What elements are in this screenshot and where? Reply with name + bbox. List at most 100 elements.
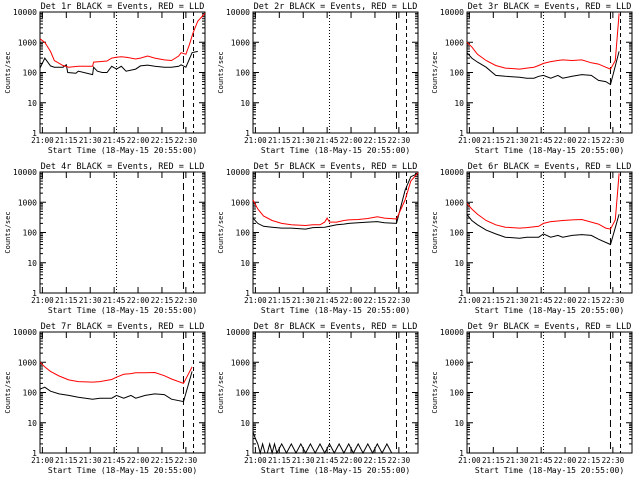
y-axis-label: Counts/sec bbox=[217, 211, 225, 253]
x-axis-label: Start Time (18-May-15 20:55:00) bbox=[475, 306, 624, 315]
y-axis-label: Counts/sec bbox=[217, 51, 225, 93]
y-tick-label: 10 bbox=[27, 99, 37, 108]
lld-series-line bbox=[252, 172, 419, 227]
x-tick-label: 22:30 bbox=[388, 456, 411, 465]
x-tick-label: 21:45 bbox=[530, 136, 553, 145]
panel-title: Det 8r BLACK = Events, RED = LLD bbox=[254, 322, 418, 332]
detector-panel: Det 7r BLACK = Events, RED = LLD 1 10 100 10… bbox=[4, 322, 206, 475]
x-tick-label: 21:30 bbox=[292, 136, 315, 145]
x-tick-label: 21:30 bbox=[506, 456, 529, 465]
x-tick-label: 21:00 bbox=[458, 296, 481, 305]
panel-title: Det 7r BLACK = Events, RED = LLD bbox=[41, 322, 205, 332]
y-tick-label: 100 bbox=[450, 389, 465, 398]
x-axis-label: Start Time (18-May-15 20:55:00) bbox=[261, 306, 410, 315]
x-tick-label: 21:30 bbox=[79, 136, 102, 145]
y-tick-label: 10000 bbox=[226, 328, 250, 337]
y-tick-label: 100 bbox=[236, 389, 251, 398]
x-tick-label: 21:15 bbox=[55, 136, 78, 145]
detector-panel: Det 9r BLACK = Events, RED = LLD 1 10 100 10… bbox=[431, 322, 633, 475]
x-tick-label: 22:30 bbox=[388, 296, 411, 305]
x-tick-label: 22:15 bbox=[578, 456, 601, 465]
x-tick-label: 21:15 bbox=[482, 296, 505, 305]
x-tick-label: 21:15 bbox=[268, 136, 291, 145]
x-tick-label: 21:45 bbox=[103, 296, 126, 305]
x-tick-label: 21:00 bbox=[31, 456, 54, 465]
x-tick-label: 22:15 bbox=[364, 136, 387, 145]
y-tick-label: 1 bbox=[459, 449, 464, 458]
lld-series-line bbox=[39, 13, 206, 68]
x-tick-label: 21:00 bbox=[31, 136, 54, 145]
lld-series-line bbox=[466, 13, 620, 70]
y-tick-label: 1000 bbox=[445, 358, 464, 367]
x-tick-label: 21:15 bbox=[268, 456, 291, 465]
events-series-line bbox=[466, 213, 620, 246]
panel-title: Det 4r BLACK = Events, RED = LLD bbox=[41, 162, 205, 172]
panel-title: Det 9r BLACK = Events, RED = LLD bbox=[468, 322, 632, 332]
x-tick-label: 22:15 bbox=[151, 456, 174, 465]
y-tick-label: 1000 bbox=[18, 38, 37, 47]
y-tick-label: 10000 bbox=[440, 168, 464, 177]
x-tick-label: 22:00 bbox=[127, 296, 150, 305]
x-tick-label: 21:30 bbox=[79, 296, 102, 305]
y-tick-label: 100 bbox=[450, 69, 465, 78]
y-tick-label: 10 bbox=[454, 259, 464, 268]
y-axis-label: Counts/sec bbox=[4, 371, 12, 413]
x-tick-label: 21:15 bbox=[268, 296, 291, 305]
y-tick-label: 1000 bbox=[231, 358, 250, 367]
x-tick-label: 22:00 bbox=[554, 456, 577, 465]
y-tick-label: 10 bbox=[240, 99, 250, 108]
y-tick-label: 10 bbox=[240, 259, 250, 268]
x-tick-label: 22:30 bbox=[388, 136, 411, 145]
y-tick-label: 1000 bbox=[231, 198, 250, 207]
x-tick-label: 21:15 bbox=[482, 456, 505, 465]
x-tick-label: 22:00 bbox=[554, 136, 577, 145]
panel-title: Det 1r BLACK = Events, RED = LLD bbox=[41, 2, 205, 12]
x-tick-label: 22:15 bbox=[364, 456, 387, 465]
x-axis-label: Start Time (18-May-15 20:55:00) bbox=[475, 146, 624, 155]
lld-series-line bbox=[39, 361, 193, 385]
y-tick-label: 1 bbox=[459, 289, 464, 298]
x-tick-label: 21:15 bbox=[482, 136, 505, 145]
x-axis-label: Start Time (18-May-15 20:55:00) bbox=[261, 466, 410, 475]
y-tick-label: 100 bbox=[236, 229, 251, 238]
x-tick-label: 21:00 bbox=[31, 296, 54, 305]
x-tick-label: 22:15 bbox=[151, 296, 174, 305]
panel-title: Det 6r BLACK = Events, RED = LLD bbox=[468, 162, 632, 172]
x-tick-label: 22:15 bbox=[578, 296, 601, 305]
x-tick-label: 21:30 bbox=[506, 136, 529, 145]
y-tick-label: 10 bbox=[240, 419, 250, 428]
y-tick-label: 1 bbox=[32, 449, 37, 458]
y-tick-label: 1 bbox=[245, 289, 250, 298]
y-tick-label: 10 bbox=[454, 419, 464, 428]
panel-title: Det 5r BLACK = Events, RED = LLD bbox=[254, 162, 418, 172]
events-series-line bbox=[466, 51, 620, 86]
y-tick-label: 10000 bbox=[226, 168, 250, 177]
y-tick-label: 10 bbox=[454, 99, 464, 108]
x-tick-label: 21:45 bbox=[530, 456, 553, 465]
x-tick-label: 21:15 bbox=[55, 456, 78, 465]
x-axis-label: Start Time (18-May-15 20:55:00) bbox=[475, 466, 624, 475]
events-series-line bbox=[252, 172, 419, 230]
y-tick-label: 1000 bbox=[18, 358, 37, 367]
x-axis-label: Start Time (18-May-15 20:55:00) bbox=[48, 306, 197, 315]
x-tick-label: 22:30 bbox=[175, 296, 198, 305]
plot-frame bbox=[252, 171, 419, 294]
y-tick-label: 1000 bbox=[18, 198, 37, 207]
y-tick-label: 1 bbox=[245, 449, 250, 458]
detector-panel: Det 1r BLACK = Events, RED = LLD 1 10 100 10… bbox=[4, 2, 206, 155]
y-tick-label: 10000 bbox=[226, 8, 250, 17]
x-tick-label: 21:15 bbox=[55, 296, 78, 305]
x-axis-label: Start Time (18-May-15 20:55:00) bbox=[48, 146, 197, 155]
plot-frame bbox=[252, 11, 419, 134]
x-tick-label: 21:45 bbox=[316, 296, 339, 305]
y-tick-label: 10 bbox=[27, 259, 37, 268]
x-tick-label: 22:00 bbox=[340, 296, 363, 305]
panel-title: Det 2r BLACK = Events, RED = LLD bbox=[254, 2, 418, 12]
y-axis-label: Counts/sec bbox=[431, 211, 439, 253]
y-tick-label: 100 bbox=[23, 69, 38, 78]
x-tick-label: 22:15 bbox=[578, 136, 601, 145]
detector-panel: Det 8r BLACK = Events, RED = LLD 1 10 100 10… bbox=[217, 322, 419, 475]
panel-title: Det 3r BLACK = Events, RED = LLD bbox=[468, 2, 632, 12]
x-tick-label: 22:00 bbox=[554, 296, 577, 305]
